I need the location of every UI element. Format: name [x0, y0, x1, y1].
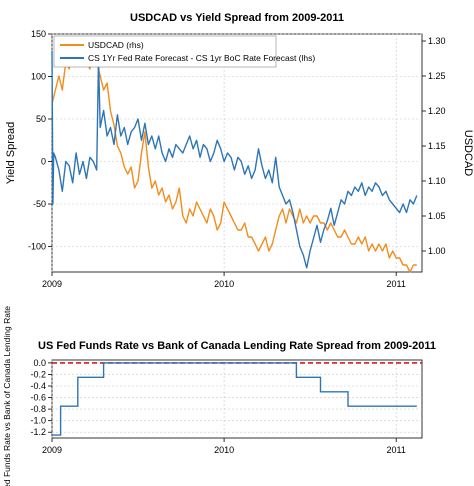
bottom-grid	[51, 360, 422, 438]
bottom-y-tick-label: 0.0	[33, 358, 46, 368]
top-right-tick-label: 1.25	[428, 71, 446, 81]
top-legend: USDCAD (rhs) CS 1Yr Fed Rate Forecast - …	[53, 35, 315, 68]
top-right-axis-label: USDCAD	[462, 130, 474, 177]
top-right-tick-label: 1.30	[428, 36, 446, 46]
top-series-group	[51, 40, 418, 273]
bottom-y-tick-label: -0.2	[30, 369, 46, 379]
top-plot-frame	[51, 33, 423, 273]
bottom-y-tick-label: -0.4	[30, 381, 46, 391]
bottom-y-axis-label: Fed Funds Rate vs Bank of Canada Lending…	[2, 306, 12, 486]
bottom-x-tick-label: 2011	[387, 445, 406, 455]
bottom-y-axis: 0.0-0.2 -0.4 -0.6-0.8 -1.0-1.2	[30, 358, 52, 437]
top-x-tick-label: 2009	[42, 279, 62, 289]
top-left-tick-label: 0	[41, 157, 46, 167]
top-chart-title: USDCAD vs Yield Spread from 2009-2011	[130, 12, 344, 24]
top-left-tick-label: 100	[31, 72, 46, 82]
top-right-tick-label: 1.15	[428, 141, 446, 151]
bottom-series-group	[52, 362, 422, 436]
bottom-x-axis: 2009 2010 2011	[42, 438, 406, 455]
bottom-y-tick-label: -1.0	[30, 416, 46, 426]
top-left-axis: 150 100 50 0 -50 -100	[28, 29, 52, 252]
top-left-tick-label: 150	[31, 29, 46, 39]
usdcad-series-line	[51, 40, 417, 273]
rate-spread-step-line	[52, 362, 417, 436]
legend-box	[53, 35, 277, 68]
bottom-y-tick-label: -0.8	[30, 404, 46, 414]
top-right-tick-label: 1.00	[428, 246, 446, 256]
top-right-tick-label: 1.05	[428, 211, 446, 221]
bottom-x-tick-label: 2010	[214, 445, 234, 455]
bottom-y-tick-label: -1.2	[30, 427, 46, 437]
yield-spread-series-line	[51, 50, 418, 269]
legend-label-spread: CS 1Yr Fed Rate Forecast - CS 1yr BoC Ra…	[88, 53, 315, 63]
top-right-tick-label: 1.20	[428, 106, 446, 116]
bottom-x-tick-label: 2009	[42, 445, 62, 455]
bottom-plot-frame	[51, 359, 423, 439]
top-grid	[51, 33, 422, 272]
bottom-y-tick-label: -0.6	[30, 393, 46, 403]
top-right-axis: 1.30 1.25 1.20 1.15 1.10 1.05 1.00	[422, 36, 446, 256]
top-x-tick-label: 2010	[214, 279, 234, 289]
top-left-tick-label: 50	[36, 114, 46, 124]
top-chart: USDCAD vs Yield Spread from 2009-2011 15…	[5, 12, 474, 289]
top-x-axis: 2009 2010 2011	[42, 272, 406, 289]
top-left-tick-label: -50	[33, 199, 46, 209]
top-x-tick-label: 2011	[387, 279, 406, 289]
bottom-chart: US Fed Funds Rate vs Bank of Canada Lend…	[2, 306, 436, 486]
top-left-tick-label: -100	[28, 242, 46, 252]
top-right-tick-label: 1.10	[428, 176, 446, 186]
bottom-chart-title: US Fed Funds Rate vs Bank of Canada Lend…	[38, 340, 436, 352]
top-left-axis-label: Yield Spread	[5, 122, 17, 185]
legend-label-usdcad: USDCAD (rhs)	[88, 40, 144, 50]
